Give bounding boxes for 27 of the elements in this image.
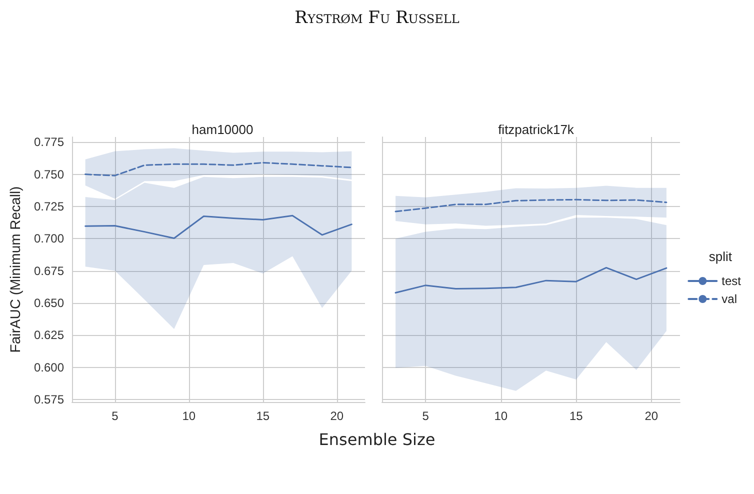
x-tick-label: 15 — [569, 409, 584, 423]
y-tick-label: 0.700 — [34, 232, 64, 246]
y-tick-label: 0.625 — [34, 328, 64, 342]
line-series — [84, 162, 352, 176]
line-series — [84, 214, 352, 239]
x-tick-label: 10 — [182, 409, 196, 423]
text: Rystrøm Fu Russell — [294, 8, 460, 28]
y-tick-label: 0.650 — [34, 296, 64, 310]
chart-title: ham10000 — [192, 122, 254, 137]
y-tick-label: 0.600 — [34, 360, 64, 374]
y-axis-title: FairAUC (Minimum Recall) — [7, 186, 23, 353]
legend-label: test — [722, 274, 742, 288]
y-tick-label: 0.575 — [34, 392, 64, 406]
legend-title: split — [708, 249, 732, 264]
legend-label: val — [722, 292, 737, 306]
x-tick-label: 20 — [644, 409, 658, 423]
y-tick-label: 0.675 — [34, 264, 64, 278]
y-tick-label: 0.725 — [34, 199, 64, 214]
x-tick-label: 5 — [422, 409, 430, 423]
x-tick-label: 5 — [112, 409, 119, 423]
x-axis-title: Ensemble Size — [318, 430, 436, 449]
x-tick-label: 10 — [494, 409, 508, 423]
chart-title: fitzpatrick17k — [498, 122, 574, 137]
x-tick-label: 15 — [256, 409, 270, 423]
y-tick-label: 0.775 — [34, 135, 64, 150]
x-tick-label: 20 — [330, 409, 344, 423]
y-tick-label: 0.750 — [34, 167, 64, 182]
